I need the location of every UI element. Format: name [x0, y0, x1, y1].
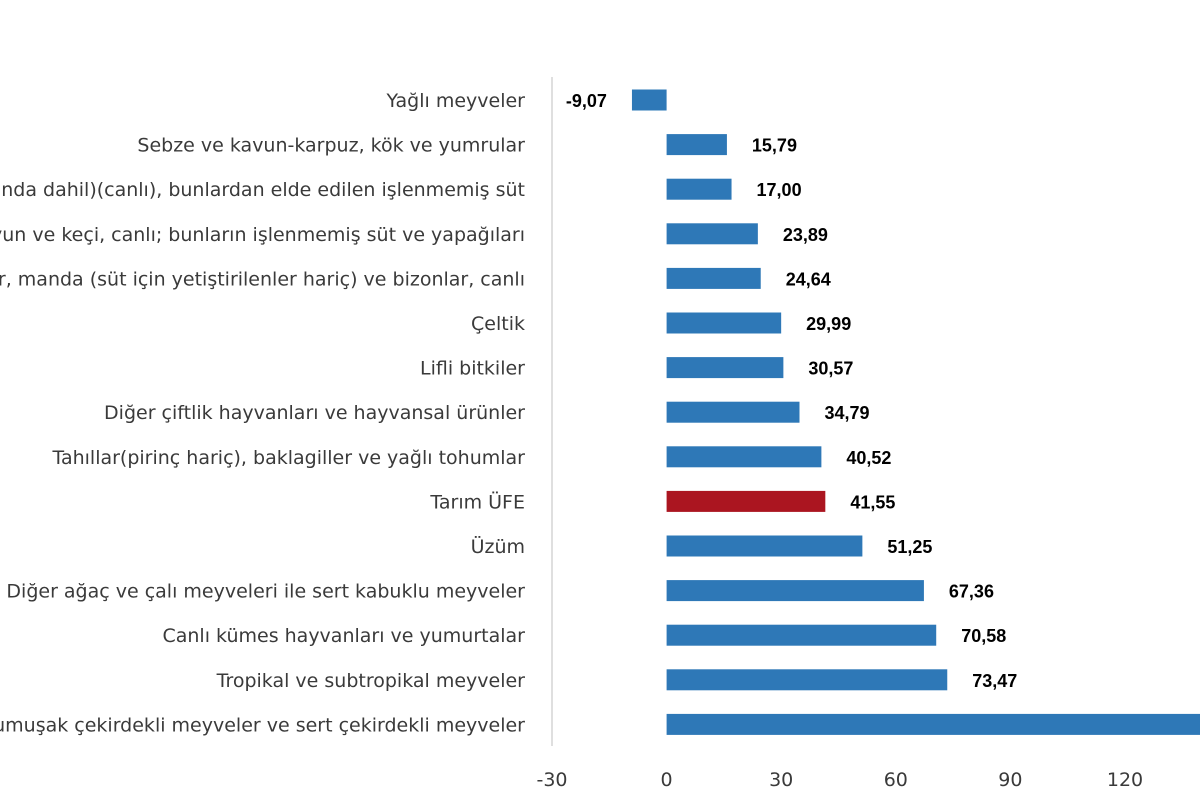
bar-6	[666, 312, 782, 334]
value-label-2: 15,79	[752, 136, 797, 156]
value-label-3: 17,00	[757, 180, 802, 200]
bar-10	[666, 490, 826, 512]
x-tick-label-1: -30	[536, 769, 567, 791]
bar-7	[666, 357, 784, 379]
bar-13	[666, 624, 937, 646]
bar-15	[666, 713, 1200, 735]
category-label-5: Sığırlar, manda (süt için yetiştirilenle…	[0, 268, 525, 290]
value-label-5: 24,64	[786, 269, 831, 289]
value-label-8: 34,79	[824, 403, 869, 423]
category-label-2: Sebze ve kavun-karpuz, kök ve yumrular	[137, 135, 525, 157]
x-tick-labels-group: -30 0 30 60 90 120	[536, 769, 1143, 791]
value-labels-group: -9,07 15,79 17,00 23,89 24,64 29,99 30,57 34,79…	[566, 91, 1017, 691]
value-label-7: 30,57	[808, 359, 853, 379]
bar-11	[666, 535, 863, 557]
bars-group	[631, 89, 1200, 735]
bar-2	[666, 134, 727, 156]
bar-5	[666, 267, 761, 289]
category-label-9: Tahıllar(pirinç hariç), baklagiller ve y…	[51, 447, 525, 469]
value-label-9: 40,52	[846, 448, 891, 468]
category-label-13: Canlı kümes hayvanları ve yumurtalar	[162, 625, 525, 647]
value-label-11: 51,25	[887, 537, 932, 557]
value-label-4: 23,89	[783, 225, 828, 245]
category-labels-group: Yağlı meyveler Sebze ve kavun-karpuz, kök…	[0, 90, 525, 736]
category-label-3: Sığırlar (manda dahil)(canlı), bunlardan…	[0, 179, 525, 201]
bar-8	[666, 401, 800, 423]
value-label-10: 41,55	[850, 492, 895, 512]
bar-1	[631, 89, 667, 111]
value-label-13: 70,58	[961, 626, 1006, 646]
x-tick-label-3: 30	[769, 769, 793, 791]
category-label-1: Yağlı meyveler	[386, 90, 526, 112]
bar-12	[666, 580, 924, 602]
value-label-1: -9,07	[566, 91, 607, 111]
category-label-8: Diğer çiftlik hayvanları ve hayvansal ür…	[104, 402, 525, 424]
category-label-11: Üzüm	[471, 535, 525, 558]
value-label-14: 73,47	[972, 671, 1017, 691]
x-tick-label-6: 120	[1107, 769, 1143, 791]
category-label-12: Diğer ağaç ve çalı meyveleri ile sert ka…	[6, 581, 525, 603]
bar-9	[666, 446, 822, 468]
bar-3	[666, 178, 732, 200]
value-label-12: 67,36	[949, 582, 994, 602]
category-label-15: Yumuşak çekirdekli meyveler ve sert çeki…	[0, 714, 525, 736]
category-label-14: Tropikal ve subtropikal meyveler	[216, 670, 526, 692]
category-label-6: Çeltik	[471, 313, 525, 335]
x-tick-label-4: 60	[884, 769, 908, 791]
bar-14	[666, 669, 948, 691]
category-label-10: Tarım ÜFE	[429, 490, 525, 513]
x-tick-label-5: 90	[998, 769, 1022, 791]
category-label-4: Koyun ve keçi, canlı; bunların işlenmemi…	[0, 224, 525, 246]
value-label-6: 29,99	[806, 314, 851, 334]
category-label-7: Lifli bitkiler	[420, 358, 525, 380]
x-tick-label-2: 0	[661, 769, 673, 791]
bar-4	[666, 223, 758, 245]
